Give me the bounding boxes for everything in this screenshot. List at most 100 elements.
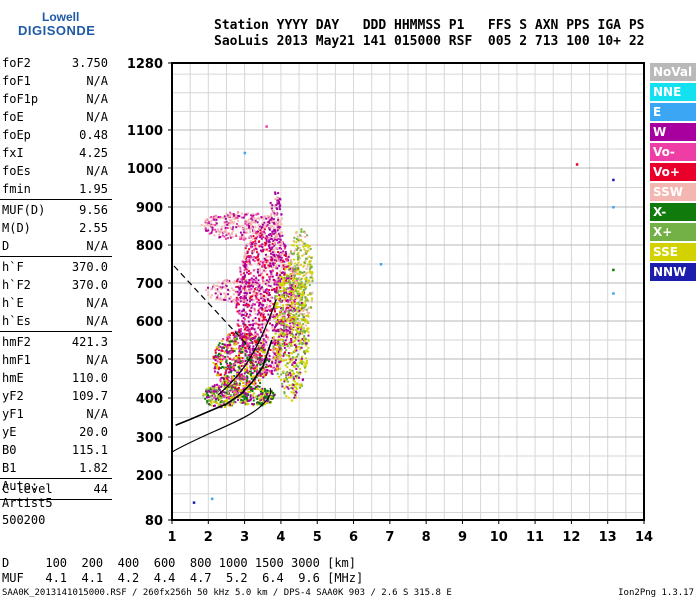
echo-pixel	[262, 304, 265, 307]
echo-pixel	[279, 270, 282, 273]
echo-pixel	[237, 383, 240, 386]
echo-pixel	[289, 259, 292, 262]
echo-pixel	[295, 287, 298, 290]
echo-pixel	[251, 237, 254, 240]
echo-pixel	[292, 288, 294, 291]
echo-pixel	[238, 377, 241, 380]
echo-pixel	[282, 324, 285, 326]
echo-pixel	[233, 217, 236, 220]
echo-pixel	[241, 395, 244, 398]
echo-pixel	[217, 368, 220, 371]
echo-pixel	[219, 363, 222, 366]
echo-pixel	[251, 252, 254, 255]
echo-pixel	[277, 221, 279, 223]
echo-pixel	[268, 241, 271, 243]
echo-pixel	[249, 255, 252, 258]
echo-pixel	[277, 339, 280, 342]
echo-pixel	[291, 306, 294, 309]
stray-echo	[612, 268, 615, 272]
echo-pixel	[276, 367, 278, 370]
echo-pixel	[262, 229, 265, 232]
echo-pixel	[276, 247, 279, 250]
echo-pixel	[289, 306, 292, 309]
echo-pixel	[271, 336, 274, 339]
echo-pixel	[262, 373, 265, 376]
echo-pixel	[236, 387, 239, 390]
legend-item: NoVal	[650, 63, 696, 81]
echo-pixel	[260, 237, 263, 240]
echo-pixel	[292, 280, 295, 282]
echo-pixel	[264, 307, 267, 309]
echo-pixel	[291, 369, 294, 372]
echo-pixel	[257, 374, 260, 377]
echo-pixel	[230, 363, 233, 366]
echo-pixel	[223, 235, 226, 238]
echo-pixel	[302, 286, 305, 289]
echo-pixel	[290, 262, 293, 265]
echo-pixel	[299, 271, 302, 273]
echo-pixel	[206, 402, 209, 405]
echo-pixel	[295, 388, 298, 390]
echo-pixel	[232, 289, 235, 292]
echo-pixel	[259, 328, 262, 331]
echo-pixel	[295, 241, 298, 244]
echo-pixel	[223, 224, 226, 227]
echo-pixel	[241, 281, 244, 284]
echo-pixel	[302, 242, 305, 245]
echo-pixel	[298, 283, 301, 286]
echo-pixel	[221, 358, 224, 361]
echo-pixel	[293, 265, 296, 268]
echo-pixel	[273, 212, 276, 215]
echo-pixel	[226, 388, 229, 391]
echo-pixel	[217, 290, 220, 293]
echo-pixel	[244, 360, 247, 362]
echo-pixel	[229, 296, 232, 299]
echo-pixel	[248, 226, 251, 229]
echo-pixel	[259, 244, 262, 247]
echo-pixel	[269, 279, 272, 282]
echo-pixel	[237, 303, 240, 306]
echo-pixel	[264, 403, 266, 406]
echo-pixel	[299, 299, 302, 302]
echo-pixel	[300, 235, 303, 238]
echo-pixel	[235, 214, 238, 217]
echo-pixel	[215, 298, 218, 301]
echo-pixel	[254, 294, 257, 297]
echo-pixel	[275, 236, 278, 239]
echo-pixel	[248, 323, 251, 326]
echo-pixel	[288, 253, 291, 256]
echo-pixel	[276, 354, 279, 356]
echo-pixel	[233, 357, 235, 360]
echo-pixel	[254, 312, 257, 315]
echo-pixel	[248, 279, 251, 282]
echo-pixel	[299, 386, 301, 389]
echo-pixel	[232, 402, 235, 405]
echo-pixel	[281, 322, 284, 325]
echo-pixel	[296, 371, 298, 374]
x-tick-label: 10	[490, 530, 508, 545]
echo-pixel	[297, 371, 300, 374]
echo-pixel	[278, 241, 281, 243]
echo-pixel	[250, 377, 253, 380]
echo-pixel	[237, 371, 240, 374]
echo-pixel	[251, 356, 254, 359]
echo-pixel	[288, 279, 291, 282]
echo-pixel	[252, 293, 254, 296]
echo-pixel	[238, 364, 241, 367]
echo-pixel	[246, 299, 249, 302]
echo-pixel	[264, 397, 267, 400]
echo-pixel	[301, 338, 304, 341]
echo-pixel	[289, 268, 291, 271]
echo-pixel	[273, 352, 276, 355]
echo-pixel	[213, 234, 216, 237]
echo-pixel	[234, 387, 237, 390]
echo-pixel	[280, 253, 282, 256]
echo-pixel	[289, 376, 292, 379]
echo-pixel	[299, 341, 302, 344]
echo-pixel	[291, 358, 294, 361]
echo-pixel	[285, 337, 288, 340]
echo-pixel	[246, 388, 249, 391]
echo-pixel	[216, 386, 219, 389]
echo-pixel	[306, 327, 309, 330]
echo-pixel	[223, 343, 226, 346]
